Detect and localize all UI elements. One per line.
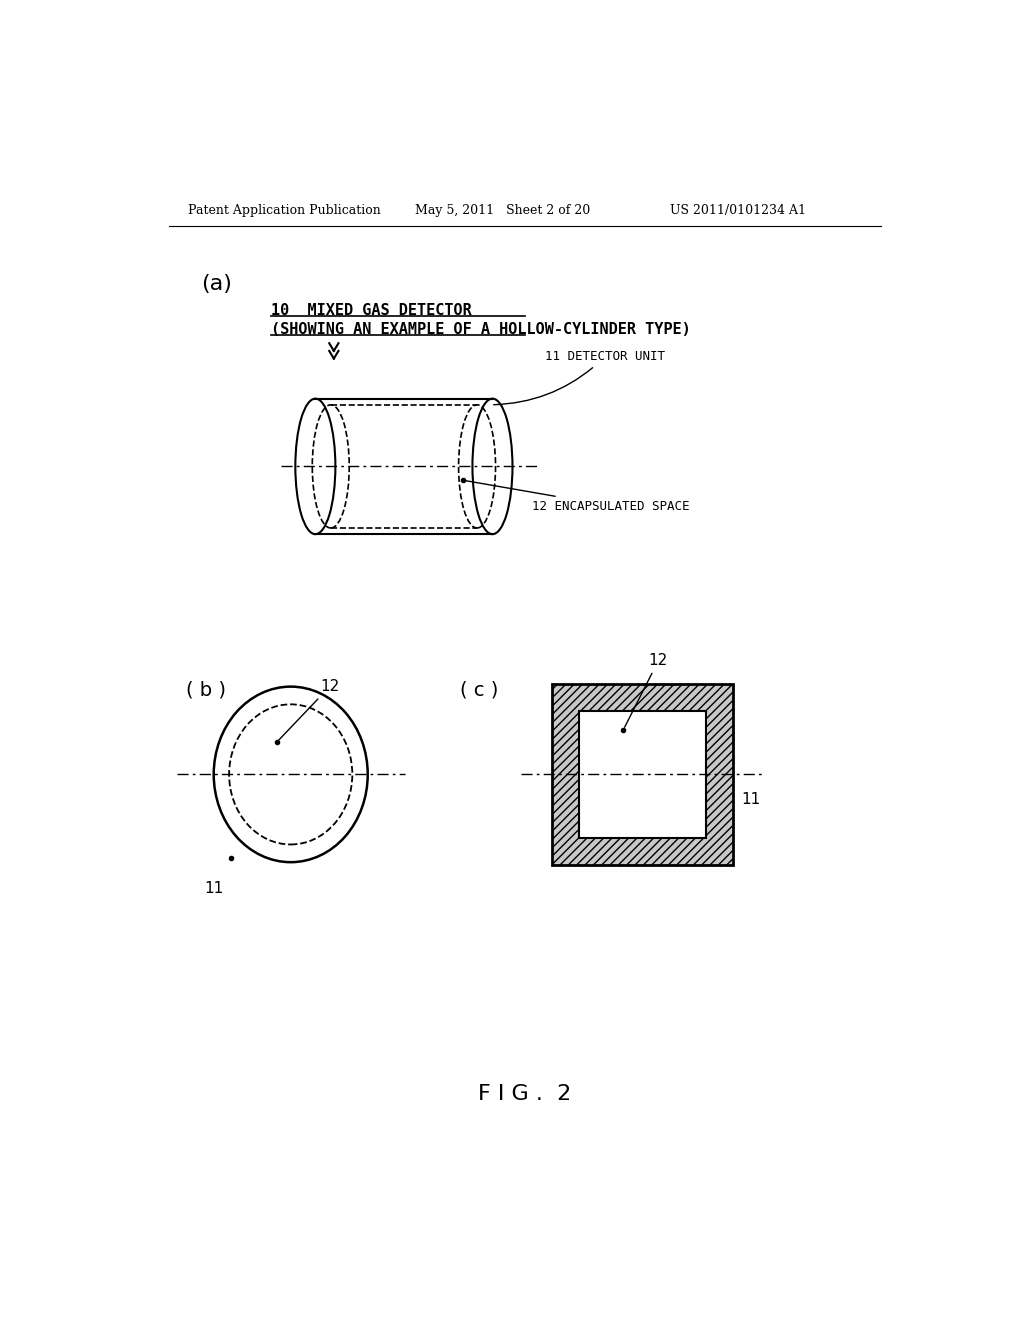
Text: 11: 11 — [205, 880, 223, 896]
Ellipse shape — [472, 399, 512, 535]
Text: ( c ): ( c ) — [460, 680, 499, 700]
Text: 11: 11 — [741, 792, 761, 807]
Text: 10  MIXED GAS DETECTOR: 10 MIXED GAS DETECTOR — [270, 304, 471, 318]
Text: 12: 12 — [279, 680, 339, 741]
Text: 12: 12 — [625, 653, 668, 727]
Text: US 2011/0101234 A1: US 2011/0101234 A1 — [670, 205, 806, 218]
Bar — [580, 711, 706, 838]
Text: 11 DETECTOR UNIT: 11 DETECTOR UNIT — [494, 350, 665, 405]
Text: ( b ): ( b ) — [186, 680, 226, 700]
Text: May 5, 2011   Sheet 2 of 20: May 5, 2011 Sheet 2 of 20 — [416, 205, 591, 218]
Text: (a): (a) — [202, 275, 232, 294]
Ellipse shape — [295, 399, 336, 535]
Text: (SHOWING AN EXAMPLE OF A HOLLOW-CYLINDER TYPE): (SHOWING AN EXAMPLE OF A HOLLOW-CYLINDER… — [270, 322, 690, 337]
Text: 12 ENCAPSULATED SPACE: 12 ENCAPSULATED SPACE — [466, 480, 690, 512]
Text: Patent Application Publication: Patent Application Publication — [188, 205, 381, 218]
Text: F I G .  2: F I G . 2 — [478, 1084, 571, 1104]
Bar — [552, 684, 733, 866]
